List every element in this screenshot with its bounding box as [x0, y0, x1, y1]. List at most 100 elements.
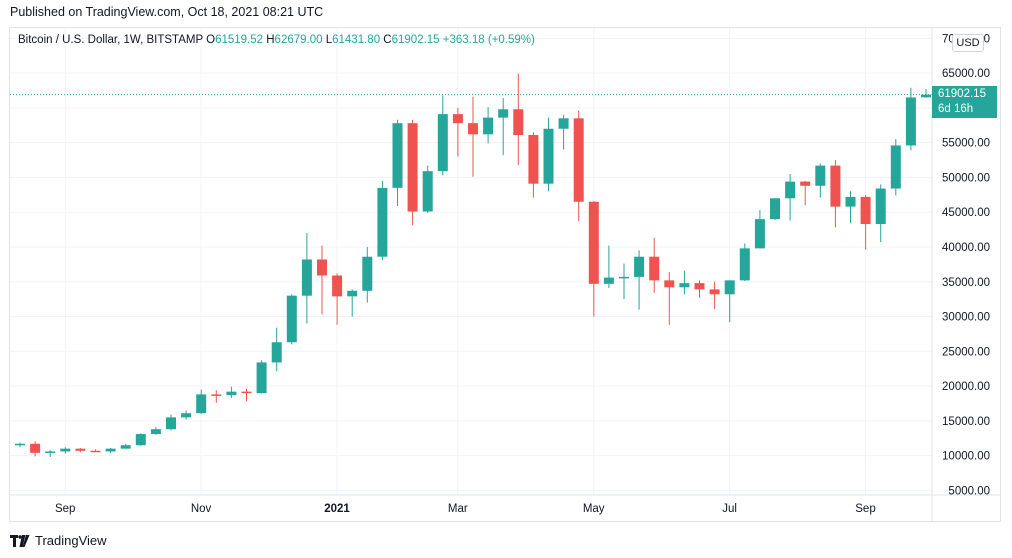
candle-body: [860, 196, 871, 225]
candle: [800, 180, 811, 206]
candle-body: [921, 94, 931, 98]
change-value: +363.18 (+0.59%): [442, 34, 535, 46]
candle: [785, 173, 796, 221]
candle-body: [694, 283, 705, 290]
candle: [875, 184, 886, 243]
candle: [286, 294, 297, 345]
time-tick-label: Sep: [55, 503, 75, 515]
price-tick-label: 35000.00: [942, 277, 990, 289]
price-tick-label: 30000.00: [942, 312, 990, 324]
price-axis: 5000.00 10000.00 15000.00 20000.00 25000.00 3…: [931, 28, 990, 521]
candle-body: [528, 134, 539, 184]
chart-frame: [9, 27, 1001, 522]
grid-lines: [10, 28, 932, 495]
candle: [135, 433, 146, 446]
low-value: 61431.80: [332, 34, 381, 46]
price-tick-label: 25000.00: [942, 346, 990, 358]
candle: [422, 165, 433, 213]
candle-body: [830, 165, 841, 207]
candle-body: [196, 394, 207, 414]
candle: [634, 250, 645, 310]
candle-body: [90, 450, 101, 453]
candle-body: [452, 114, 463, 124]
tradingview-logo-icon: [10, 534, 30, 547]
candle: [543, 117, 554, 192]
candle-body: [815, 165, 826, 186]
candle: [664, 272, 675, 325]
candle-body: [800, 181, 811, 186]
candle-body: [543, 128, 554, 184]
candle: [619, 263, 629, 300]
low-label: L: [325, 34, 333, 46]
candle: [256, 360, 267, 394]
candle: [90, 449, 101, 453]
candle-body: [150, 429, 161, 435]
candle: [603, 245, 614, 289]
candle-body: [573, 118, 584, 202]
currency-button[interactable]: USD: [952, 34, 984, 52]
brand-name: TradingView: [35, 533, 107, 548]
time-tick-label: Mar: [448, 503, 468, 515]
candle: [724, 280, 735, 323]
candle: [754, 210, 765, 249]
price-tick-label: 65000.00: [942, 68, 990, 80]
candle-body: [875, 188, 886, 225]
candle: [15, 442, 25, 448]
candle: [739, 243, 750, 282]
time-tick-label: Sep: [855, 503, 875, 515]
open-value: 61519.52: [215, 34, 264, 46]
candle: [166, 414, 176, 431]
time-tick-label: Jul: [722, 503, 737, 515]
last-price-label: 61902.15 6d 16h: [932, 86, 997, 118]
candle: [271, 327, 282, 372]
candle: [75, 447, 86, 453]
candle: [679, 270, 690, 295]
candle: [45, 450, 56, 458]
candle-body: [256, 362, 267, 394]
candle-body: [286, 295, 297, 343]
bar-countdown: 6d 16h: [938, 103, 974, 115]
candle-body: [785, 181, 796, 199]
candle-body: [226, 391, 237, 396]
price-tick-label: 50000.00: [942, 172, 990, 184]
candle: [890, 139, 901, 196]
candle-body: [437, 114, 448, 172]
candle: [181, 410, 192, 420]
candle: [468, 96, 478, 177]
candle-body: [181, 413, 192, 418]
candle: [105, 447, 116, 453]
footer-brand[interactable]: TradingView: [10, 533, 107, 548]
candle-body: [15, 443, 25, 446]
candle: [120, 443, 131, 449]
candle-body: [905, 97, 916, 146]
candle-body: [105, 448, 116, 452]
time-tick-label: May: [583, 503, 605, 515]
last-price-value: 61902.15: [938, 88, 986, 100]
candle: [815, 163, 826, 198]
candle: [241, 388, 252, 402]
high-value: 62679.00: [274, 34, 323, 46]
candle-body: [362, 256, 373, 291]
candle: [362, 246, 373, 303]
time-tick-label: Nov: [191, 503, 212, 515]
candle: [513, 73, 524, 165]
candle-body: [754, 219, 765, 249]
candle: [30, 441, 41, 457]
candle: [483, 107, 494, 144]
candle-body: [392, 123, 403, 188]
time-axis: Sep Nov 2021 Mar May Jul Sep: [10, 494, 1000, 515]
candle-body: [271, 342, 282, 363]
price-tick-label: 55000.00: [942, 138, 990, 150]
candle: [150, 427, 161, 435]
published-caption: Published on TradingView.com, Oct 18, 20…: [10, 5, 324, 19]
candle: [211, 390, 222, 403]
open-label: O: [206, 34, 216, 46]
price-tick-label: 40000.00: [942, 242, 990, 254]
candle: [573, 110, 584, 222]
candles: [10, 73, 932, 458]
candle-body: [634, 256, 645, 277]
candle-body: [301, 259, 312, 296]
candle: [694, 280, 705, 298]
price-tick-label: 10000.00: [942, 451, 990, 463]
